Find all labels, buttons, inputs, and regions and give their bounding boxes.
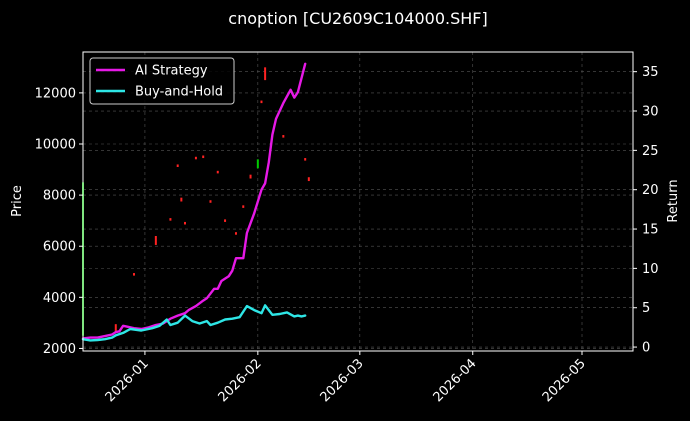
candle-bar [282,135,285,138]
legend-box [89,57,235,105]
y-axis-right: 0 5 10 15 20 25 30 35 [633,65,659,356]
candle-bar [242,205,245,208]
y2-tick-label: 0 [642,341,650,356]
y-tick-label: 12000 [35,86,76,101]
y2-tick-label: 35 [642,65,659,80]
series-layer [81,62,307,342]
candle-bar [256,159,259,169]
candle-bar [202,155,205,159]
candle-bar [132,273,135,276]
candle-bar [216,170,219,174]
y2-tick-label: 30 [642,105,659,120]
y-axis-label: Price [10,185,25,217]
y2-tick-label: 20 [642,183,659,198]
y-tick-label: 8000 [43,189,76,204]
y2-tick-label: 25 [642,144,659,159]
y-tick-label: 2000 [43,342,76,357]
chart-title: cnoption [CU2609C104000.SHF] [228,9,487,28]
y-tick-label: 6000 [43,240,76,255]
legend-label: AI Strategy [135,64,208,79]
candle-bar [180,197,183,202]
candle-bar [307,177,310,182]
y-tick-label: 4000 [43,291,76,306]
ai-strategy-line [81,62,307,340]
y2-axis-label: Return [666,179,681,222]
legend: AI Strategy Buy-and-Hold [89,57,235,105]
candle-bar [154,236,157,245]
candle-bar [260,100,263,104]
candle-bar [224,219,227,222]
candle-bar [234,232,237,235]
candle-bar [169,218,172,221]
buy-and-hold-line [81,304,307,342]
candle-bar [176,164,179,167]
candle-bar [264,67,267,81]
legend-label: Buy-and-Hold [135,85,223,100]
candle-bar [304,158,307,161]
y-axis-left: 2000 4000 6000 8000 10000 12000 [35,86,83,357]
candle-bar [249,174,252,179]
y2-tick-label: 15 [642,223,659,238]
plot-frame [82,51,634,352]
y-tick-label: 10000 [35,138,76,153]
candle-bar [114,324,117,332]
y2-tick-label: 5 [642,301,650,316]
candle-bar [183,221,186,225]
y2-tick-label: 10 [642,262,659,277]
candle-bar [209,200,212,203]
candle-bar [194,156,197,160]
